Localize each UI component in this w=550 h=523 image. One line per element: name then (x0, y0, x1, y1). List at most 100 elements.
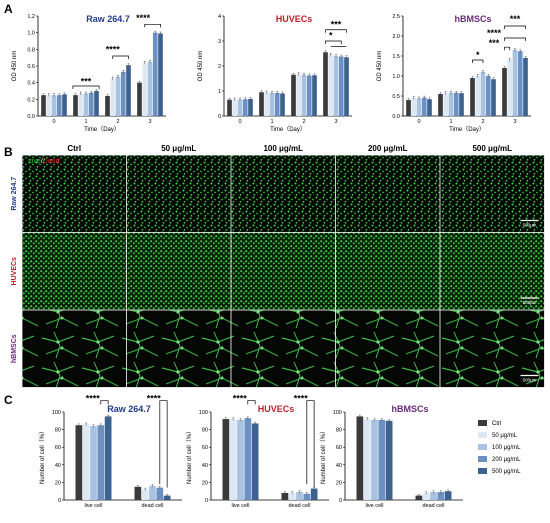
chart-c-huvecs: HUVECs 0 20 40 60 80 100 Number of cell（%） live … (186, 393, 329, 509)
bar (491, 79, 496, 116)
bar (115, 76, 121, 116)
bar (296, 74, 302, 116)
bar (280, 93, 285, 116)
bar (312, 75, 317, 116)
bar (427, 99, 432, 116)
row-label: hBMSCs (11, 334, 18, 363)
y-tick-label: 2 (218, 64, 221, 70)
bar (291, 74, 296, 116)
y-tick-label: 1 (218, 89, 221, 95)
microscopy-image (126, 310, 231, 388)
legend-swatch (478, 444, 487, 450)
bar (163, 495, 171, 500)
legend-dead: Dead (43, 158, 60, 165)
y-tick-label: 40 (55, 463, 61, 469)
x-tick-label: 0 (52, 119, 55, 125)
y-tick-label: 0.5 (392, 94, 400, 100)
y-axis-label: Number of cell（%） (39, 428, 46, 484)
chart-c-raw264: Raw 264.7 0 20 40 60 80 100 Number of cell（%） li… (39, 393, 182, 509)
chart-title: HUVECs (276, 14, 313, 24)
x-axis-label: Time（Day） (84, 126, 120, 133)
bar (406, 100, 411, 116)
row-label: HUVECs (11, 257, 18, 286)
legend-swatch (478, 468, 487, 474)
y-tick-label: 100 (52, 410, 61, 416)
microscopy-image (440, 310, 545, 388)
bar (475, 76, 481, 116)
microscopy-image (231, 155, 336, 233)
microscopy-image (335, 155, 440, 233)
y-tick-label: 40 (336, 463, 342, 469)
x-tick-label: dead cell (288, 503, 310, 509)
bar (438, 94, 443, 116)
y-tick-label: 0.0 (27, 114, 35, 120)
y-tick-label: 3 (218, 39, 221, 45)
bar (88, 92, 94, 116)
significance-stars: **** (147, 393, 162, 403)
bar (507, 60, 513, 116)
chart-title: Raw 264.7 (86, 14, 130, 24)
bar (141, 489, 149, 500)
x-tick-label: 2 (116, 119, 119, 125)
bar (444, 491, 452, 500)
significance-stars: **** (86, 393, 101, 403)
bar (137, 82, 142, 116)
microscopy-image (231, 232, 336, 310)
bar (378, 419, 386, 500)
bar (421, 97, 427, 116)
y-tick-label: 20 (55, 480, 61, 486)
bar (110, 78, 116, 116)
bar (51, 95, 57, 116)
column-header: 100 μg/mL (263, 144, 303, 153)
bar (227, 99, 232, 116)
legend-label: 100 μg/mL (492, 445, 521, 451)
bar (269, 92, 275, 116)
bar (470, 78, 475, 116)
chart-title: hBMSCs (454, 14, 491, 24)
bar (134, 486, 142, 500)
x-tick-label: 1 (449, 119, 452, 125)
y-tick-label: 0 (58, 498, 61, 504)
x-tick-label: dead cell (141, 503, 163, 509)
bar (83, 93, 89, 116)
panel-letter-c: C (4, 393, 13, 407)
significance-stars: * (476, 50, 480, 60)
microscopy-image (126, 155, 231, 233)
bar (480, 72, 486, 116)
legend-swatch (478, 420, 487, 426)
significance-stars: **** (106, 45, 121, 55)
y-tick-label: 100 (333, 410, 342, 416)
bar (274, 93, 280, 116)
y-tick-label: 80 (336, 428, 342, 434)
x-tick-label: 3 (513, 119, 516, 125)
bar (120, 71, 126, 116)
significance-stars: *** (331, 19, 342, 29)
bar (385, 420, 393, 500)
panel-letter-a: A (4, 2, 13, 16)
bar (363, 419, 371, 500)
x-tick-label: 0 (238, 119, 241, 125)
x-tick-label: dead cell (422, 503, 444, 509)
y-tick-label: 100 (199, 410, 208, 416)
y-tick-label: 0 (218, 114, 221, 120)
bar (338, 56, 344, 116)
panel-letter-b: B (4, 145, 13, 159)
scale-bar-label: 500μm (523, 378, 537, 383)
bar (459, 93, 464, 116)
y-axis-label: OD 450 nm (377, 51, 383, 82)
y-tick-label: 0.0 (392, 114, 400, 120)
significance-stars: * (329, 31, 333, 41)
significance-bracket (100, 400, 109, 405)
bar (73, 95, 78, 116)
microscopy-grid: Ctrl 50 μg/mL 100 μg/mL 200 μg/mL 500 μg/mL R… (11, 144, 545, 388)
bar (281, 492, 289, 500)
bar (415, 495, 423, 500)
bar (142, 62, 148, 116)
bar (306, 75, 312, 116)
y-tick-label: 0 (205, 498, 208, 504)
bar (443, 93, 449, 116)
legend-label: Ctrl (492, 421, 501, 427)
series-legend: Ctrl 50 μg/mL 100 μg/mL 200 μg/mL 500 μg/mL (478, 420, 521, 475)
x-tick-label: 2 (481, 119, 484, 125)
x-tick-label: 3 (334, 119, 337, 125)
